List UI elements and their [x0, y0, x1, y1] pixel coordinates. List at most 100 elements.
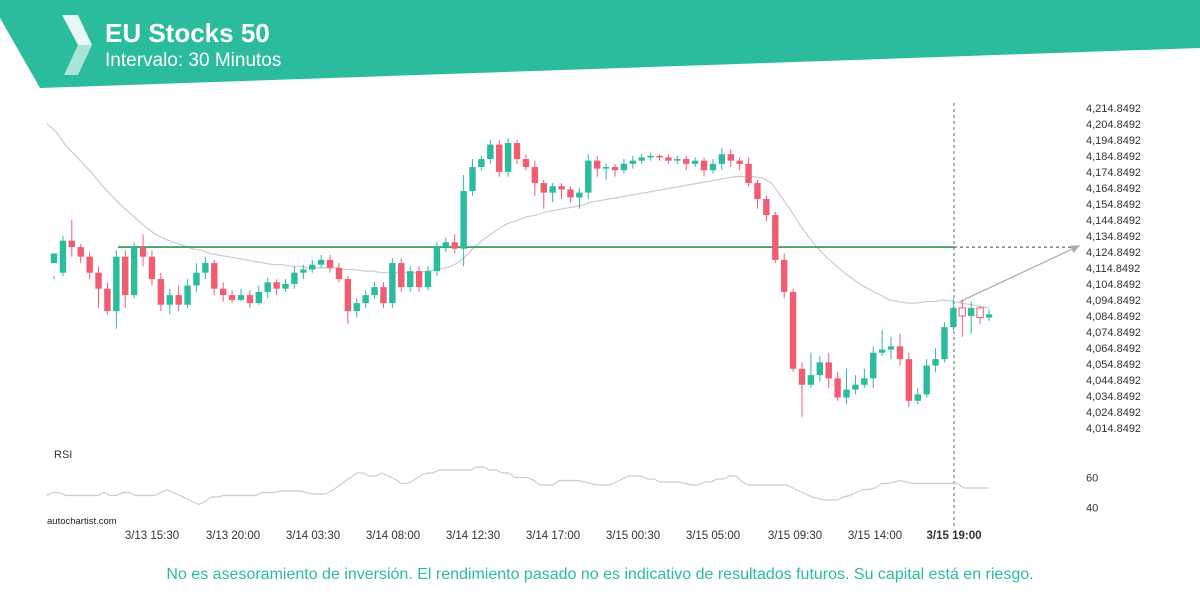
- candle-body-up: [202, 263, 209, 273]
- candle: [665, 154, 672, 164]
- rsi-line: [46, 466, 989, 506]
- candle-body-up: [362, 295, 369, 304]
- candle: [219, 282, 227, 302]
- candle: [113, 250, 120, 329]
- candle: [487, 139, 494, 164]
- price-axis: 4,214.8492 4,204.8492 4,194.8492 4,184.8492…: [1086, 103, 1141, 435]
- candle-body-down: [326, 259, 334, 268]
- candle: [807, 352, 815, 388]
- price-tick-label: 4,044.8492: [1086, 375, 1141, 387]
- price-tick-label: 4,094.8492: [1086, 295, 1141, 307]
- candle: [638, 154, 645, 164]
- candle-body-up: [932, 359, 939, 366]
- price-tick-label: 4,074.8492: [1086, 327, 1141, 339]
- candle-body-down: [683, 159, 690, 164]
- candle: [504, 138, 512, 177]
- candle-body-up: [113, 256, 120, 312]
- candle: [843, 368, 850, 404]
- rsi-axis: 60 40: [1086, 473, 1098, 515]
- candle: [273, 279, 280, 296]
- candle-body-up: [442, 242, 450, 248]
- candle-body-up: [576, 192, 583, 198]
- candle: [976, 306, 984, 324]
- candle-body-down: [825, 362, 832, 379]
- price-tick-label: 4,214.8492: [1086, 103, 1141, 115]
- time-tick-label: 3/14 12:30: [446, 530, 500, 542]
- candle: [451, 234, 458, 254]
- candle: [585, 154, 592, 200]
- candle-body-up: [237, 295, 245, 300]
- candle-body-down: [593, 160, 601, 169]
- candle: [567, 186, 574, 203]
- candle-body-down: [415, 271, 423, 288]
- price-tick-label: 4,184.8492: [1086, 151, 1141, 163]
- candle-body-up: [647, 155, 654, 158]
- candle: [763, 195, 770, 222]
- candle-body-down: [736, 160, 743, 164]
- candle: [202, 256, 209, 280]
- candle-body-down: [522, 159, 530, 168]
- candle: [157, 272, 165, 312]
- candle-body-down: [398, 263, 405, 288]
- candle: [50, 253, 58, 280]
- candle-body-up: [309, 264, 316, 270]
- candle: [228, 290, 236, 304]
- header-background: [0, 0, 1200, 88]
- candle-body-down: [211, 263, 218, 289]
- candle: [941, 322, 948, 363]
- candle: [914, 387, 921, 404]
- price-tick-label: 4,054.8492: [1086, 359, 1141, 371]
- candle-body-up: [950, 307, 957, 328]
- time-axis: 3/13 15:30 3/13 20:00 3/14 03:30 3/14 08:00…: [125, 530, 982, 542]
- current-time-label: 3/15 19:00: [927, 530, 982, 542]
- candle-body-up: [460, 191, 467, 249]
- price-tick-label: 4,194.8492: [1086, 135, 1141, 147]
- candle-body-down: [772, 215, 779, 260]
- candle: [896, 333, 904, 366]
- candle-body-up: [193, 272, 200, 286]
- candle-body-up: [300, 269, 307, 273]
- candle: [371, 282, 378, 299]
- candle: [166, 288, 173, 315]
- candle-body-up: [638, 157, 645, 161]
- candle: [602, 163, 610, 180]
- candle: [211, 259, 218, 296]
- candle: [282, 279, 289, 292]
- candle: [816, 355, 824, 382]
- candle-body-up: [317, 259, 325, 265]
- candle-body-up: [843, 389, 850, 398]
- candle-body-up: [718, 154, 726, 164]
- candle: [460, 175, 467, 267]
- candle: [95, 266, 102, 308]
- page-subtitle: Intervalo: 30 Minutos: [105, 50, 282, 71]
- candle-body-down: [567, 189, 574, 198]
- candle: [540, 179, 547, 209]
- candle: [780, 253, 788, 299]
- header-banner: [0, 0, 1200, 88]
- candle: [246, 290, 254, 308]
- candle: [620, 159, 628, 174]
- candle-body-up: [50, 253, 58, 264]
- candle-body-down: [175, 295, 182, 305]
- candle-body-down: [380, 287, 387, 304]
- candle: [300, 264, 307, 280]
- candle: [691, 157, 699, 168]
- candle: [861, 368, 868, 388]
- candle-body-up: [807, 375, 815, 385]
- candle-body-down: [228, 295, 236, 300]
- candle-body-up: [282, 283, 289, 289]
- time-tick-label: 3/15 09:30: [768, 530, 822, 542]
- candle-body-up: [59, 240, 67, 273]
- candle-body-up: [923, 365, 930, 395]
- candle-body-up: [816, 362, 824, 376]
- candle-body-up: [887, 346, 895, 350]
- price-tick-label: 4,174.8492: [1086, 167, 1141, 179]
- candle-body-up: [371, 287, 378, 296]
- candle: [237, 288, 245, 302]
- candle-body-up: [914, 394, 921, 401]
- candle-body-down: [68, 240, 76, 248]
- time-tick-label: 3/15 00:30: [606, 530, 660, 542]
- candle: [522, 154, 530, 171]
- candle-body-up: [291, 272, 298, 284]
- candle-body-up: [709, 163, 717, 171]
